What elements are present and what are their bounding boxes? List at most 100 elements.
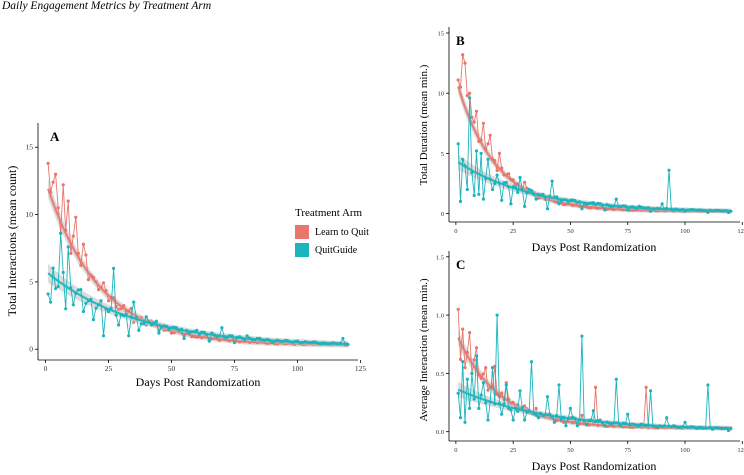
legend-item-quitguide: QuitGuide [295, 241, 369, 259]
panel-a-series-quitguide-point [101, 334, 106, 338]
panel-a-series-quitguide-point [245, 334, 249, 338]
panel-b-x-tick-label: 0 [454, 228, 457, 235]
panel-b-series-quitguide-point [626, 208, 630, 212]
panel-c-series-quitguide-point [706, 383, 710, 387]
panel-c-series-quitguide-point [472, 397, 476, 401]
panel-b-series-learn-to-quit-point [507, 172, 511, 176]
panel-a-series-learn-to-quit-point [129, 306, 133, 310]
panel-a-series-learn-to-quit-point [96, 288, 101, 292]
panel-c-series-quitguide-point [463, 420, 467, 424]
panel-b-series-quitguide-point [667, 168, 671, 172]
panel-a-series-quitguide-smooth-fit [47, 272, 348, 345]
panel-b-series-learn-to-quit [456, 53, 733, 214]
panel-a-series-quitguide-point [270, 340, 274, 345]
panel-b-series-quitguide-point [557, 202, 561, 206]
panel-a-series-quitguide-point [99, 299, 103, 303]
panel-c-y-label: Average Interaction (mean min.) [418, 278, 430, 422]
panel-c-series-quitguide-point [619, 424, 623, 428]
panel-b-y-tick-label: 10 [438, 91, 445, 98]
panel-c-x-tick-label: 125 [737, 447, 744, 454]
panel-a-series-quitguide-point [76, 288, 80, 292]
panel-a-x-tick-label: 50 [168, 364, 176, 373]
legend-item-learn-to-quit: Learn to Quit [295, 223, 369, 241]
panel-a-series-quitguide-point [46, 292, 50, 296]
panel-c-series-quitguide-point [529, 360, 534, 364]
panel-b-series-quitguide-point [660, 202, 664, 206]
panel-c-series-quitguide-point [726, 428, 731, 433]
panel-c-series-quitguide-smooth-fit [457, 388, 731, 430]
panel-c-tag: C [456, 257, 465, 272]
panel-a-series-quitguide-point [182, 336, 186, 341]
panel-c-series-learn-to-quit-point [534, 406, 538, 410]
panel-a-series-quitguide-point [54, 287, 58, 291]
panel-c-series-learn-to-quit-point [463, 366, 467, 370]
panel-a-series-quitguide-point [64, 307, 68, 311]
panel-a-series-learn-to-quit-point [69, 251, 73, 255]
panel-c-series-learn-to-quit-point [481, 372, 485, 376]
panel-a-series-quitguide-point [157, 331, 161, 335]
panel-a-series-learn-to-quit-point [84, 253, 88, 257]
panel-a-x-tick-label: 125 [355, 364, 367, 373]
panel-c-y-tick-label: 0.5 [436, 371, 444, 378]
panel-b-series-learn-to-quit-point [465, 94, 469, 98]
panel-b-series-quitguide-point [529, 189, 534, 193]
panel-a-series-learn-to-quit-point [46, 161, 50, 165]
panel-a-y-tick-label: 15 [26, 143, 34, 152]
panel-b: 0 25 50 75 100 125 0 5 10 15 Days Post Randomizati… [418, 27, 744, 254]
panel-a-series-quitguide-point [154, 319, 158, 323]
panel-b-series-learn-to-quit-point [497, 151, 501, 155]
panel-b-series-quitguide-point [649, 209, 653, 213]
panel-c-series-quitguide-point [474, 354, 479, 358]
panel-c-series-learn-to-quit [456, 307, 733, 431]
panel-c-series-quitguide-point [520, 406, 524, 410]
panel-b-x-tick-label: 75 [624, 228, 631, 235]
panel-c-series-quitguide-point [486, 418, 490, 422]
panel-c-series-learn-to-quit-point [500, 391, 504, 395]
panel-b-series-learn-to-quit-point [468, 91, 472, 95]
panel-a-series-quitguide-point [112, 266, 116, 270]
panel-c-series-learn-to-quit-point [472, 358, 476, 362]
panel-c-series-quitguide-point [545, 395, 550, 399]
panel-b-series-learn-to-quit-point [472, 120, 476, 124]
panel-b-series-quitguide-point [456, 142, 460, 146]
panel-b-series-quitguide-point [523, 204, 527, 208]
panel-a-series-learn-to-quit-point [169, 331, 174, 335]
panel-b-series-learn-to-quit-point [456, 78, 460, 82]
panel-a: 0 25 50 75 100 125 0 5 10 15 Days Post Randomizati… [5, 123, 366, 389]
panel-c-series-quitguide-point [477, 406, 481, 410]
panel-c-series-quitguide-point [534, 413, 538, 417]
panel-c-series-quitguide-point [591, 409, 596, 413]
panel-b-series-quitguide-point [504, 180, 508, 184]
panel-a-series-quitguide-point [167, 328, 171, 332]
panel-b-series-learn-to-quit-point [488, 133, 492, 137]
panel-a-series-quitguide-point [71, 303, 75, 307]
panel-c-series-quitguide-point [465, 377, 469, 381]
panel-a-series-learn-to-quit-point [107, 299, 111, 303]
panel-c-series-quitguide-point [470, 371, 474, 375]
panel-c-series-learn-to-quit-point [644, 385, 648, 389]
panel-b-series-learn-to-quit-ci-band [458, 78, 731, 214]
panel-c-series-quitguide-point [495, 313, 499, 317]
panel-a-series-quitguide-point [81, 309, 85, 314]
panel-a-series-quitguide-point [114, 313, 118, 317]
panel-c-series-quitguide-point [614, 377, 618, 381]
panel-b-series-learn-to-quit-point [470, 115, 474, 119]
panel-b-series-learn-to-quit-point [486, 142, 490, 146]
panel-a-series-quitguide-point [94, 306, 98, 310]
panel-c-series-quitguide-point [683, 420, 687, 424]
panel-b-series-quitguide-point [490, 187, 495, 192]
panel-a-series-quitguide-point [144, 315, 148, 319]
legend-key-quitguide [295, 243, 309, 257]
panel-a-series-quitguide-point [56, 284, 60, 289]
panel-a-series-quitguide-point [117, 323, 121, 327]
panel-a-y-tick-label: 5 [29, 277, 33, 286]
panel-c-series-learn-to-quit-point [486, 388, 490, 392]
panel-c-series-quitguide-point [509, 408, 513, 412]
panel-a-series-quitguide-point [341, 336, 345, 341]
panel-c-series-learn-to-quit-point [456, 307, 460, 311]
panel-c-x-tick-label: 75 [624, 447, 631, 454]
panel-a-series-learn-to-quit-point [61, 183, 65, 187]
panel-b-series-learn-to-quit-point [481, 121, 485, 125]
panel-a-series-learn-to-quit-point [79, 263, 83, 267]
panel-c-series-quitguide-point [461, 360, 465, 364]
